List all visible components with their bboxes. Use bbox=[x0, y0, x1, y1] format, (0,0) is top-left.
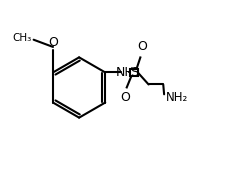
Text: CH₃: CH₃ bbox=[13, 33, 32, 43]
Text: NH: NH bbox=[116, 66, 134, 79]
Text: O: O bbox=[137, 40, 147, 54]
Text: NH₂: NH₂ bbox=[166, 91, 188, 104]
Bar bbox=[130, 69, 138, 76]
Text: O: O bbox=[48, 36, 58, 49]
Text: O: O bbox=[121, 91, 130, 104]
Text: S: S bbox=[130, 66, 138, 79]
